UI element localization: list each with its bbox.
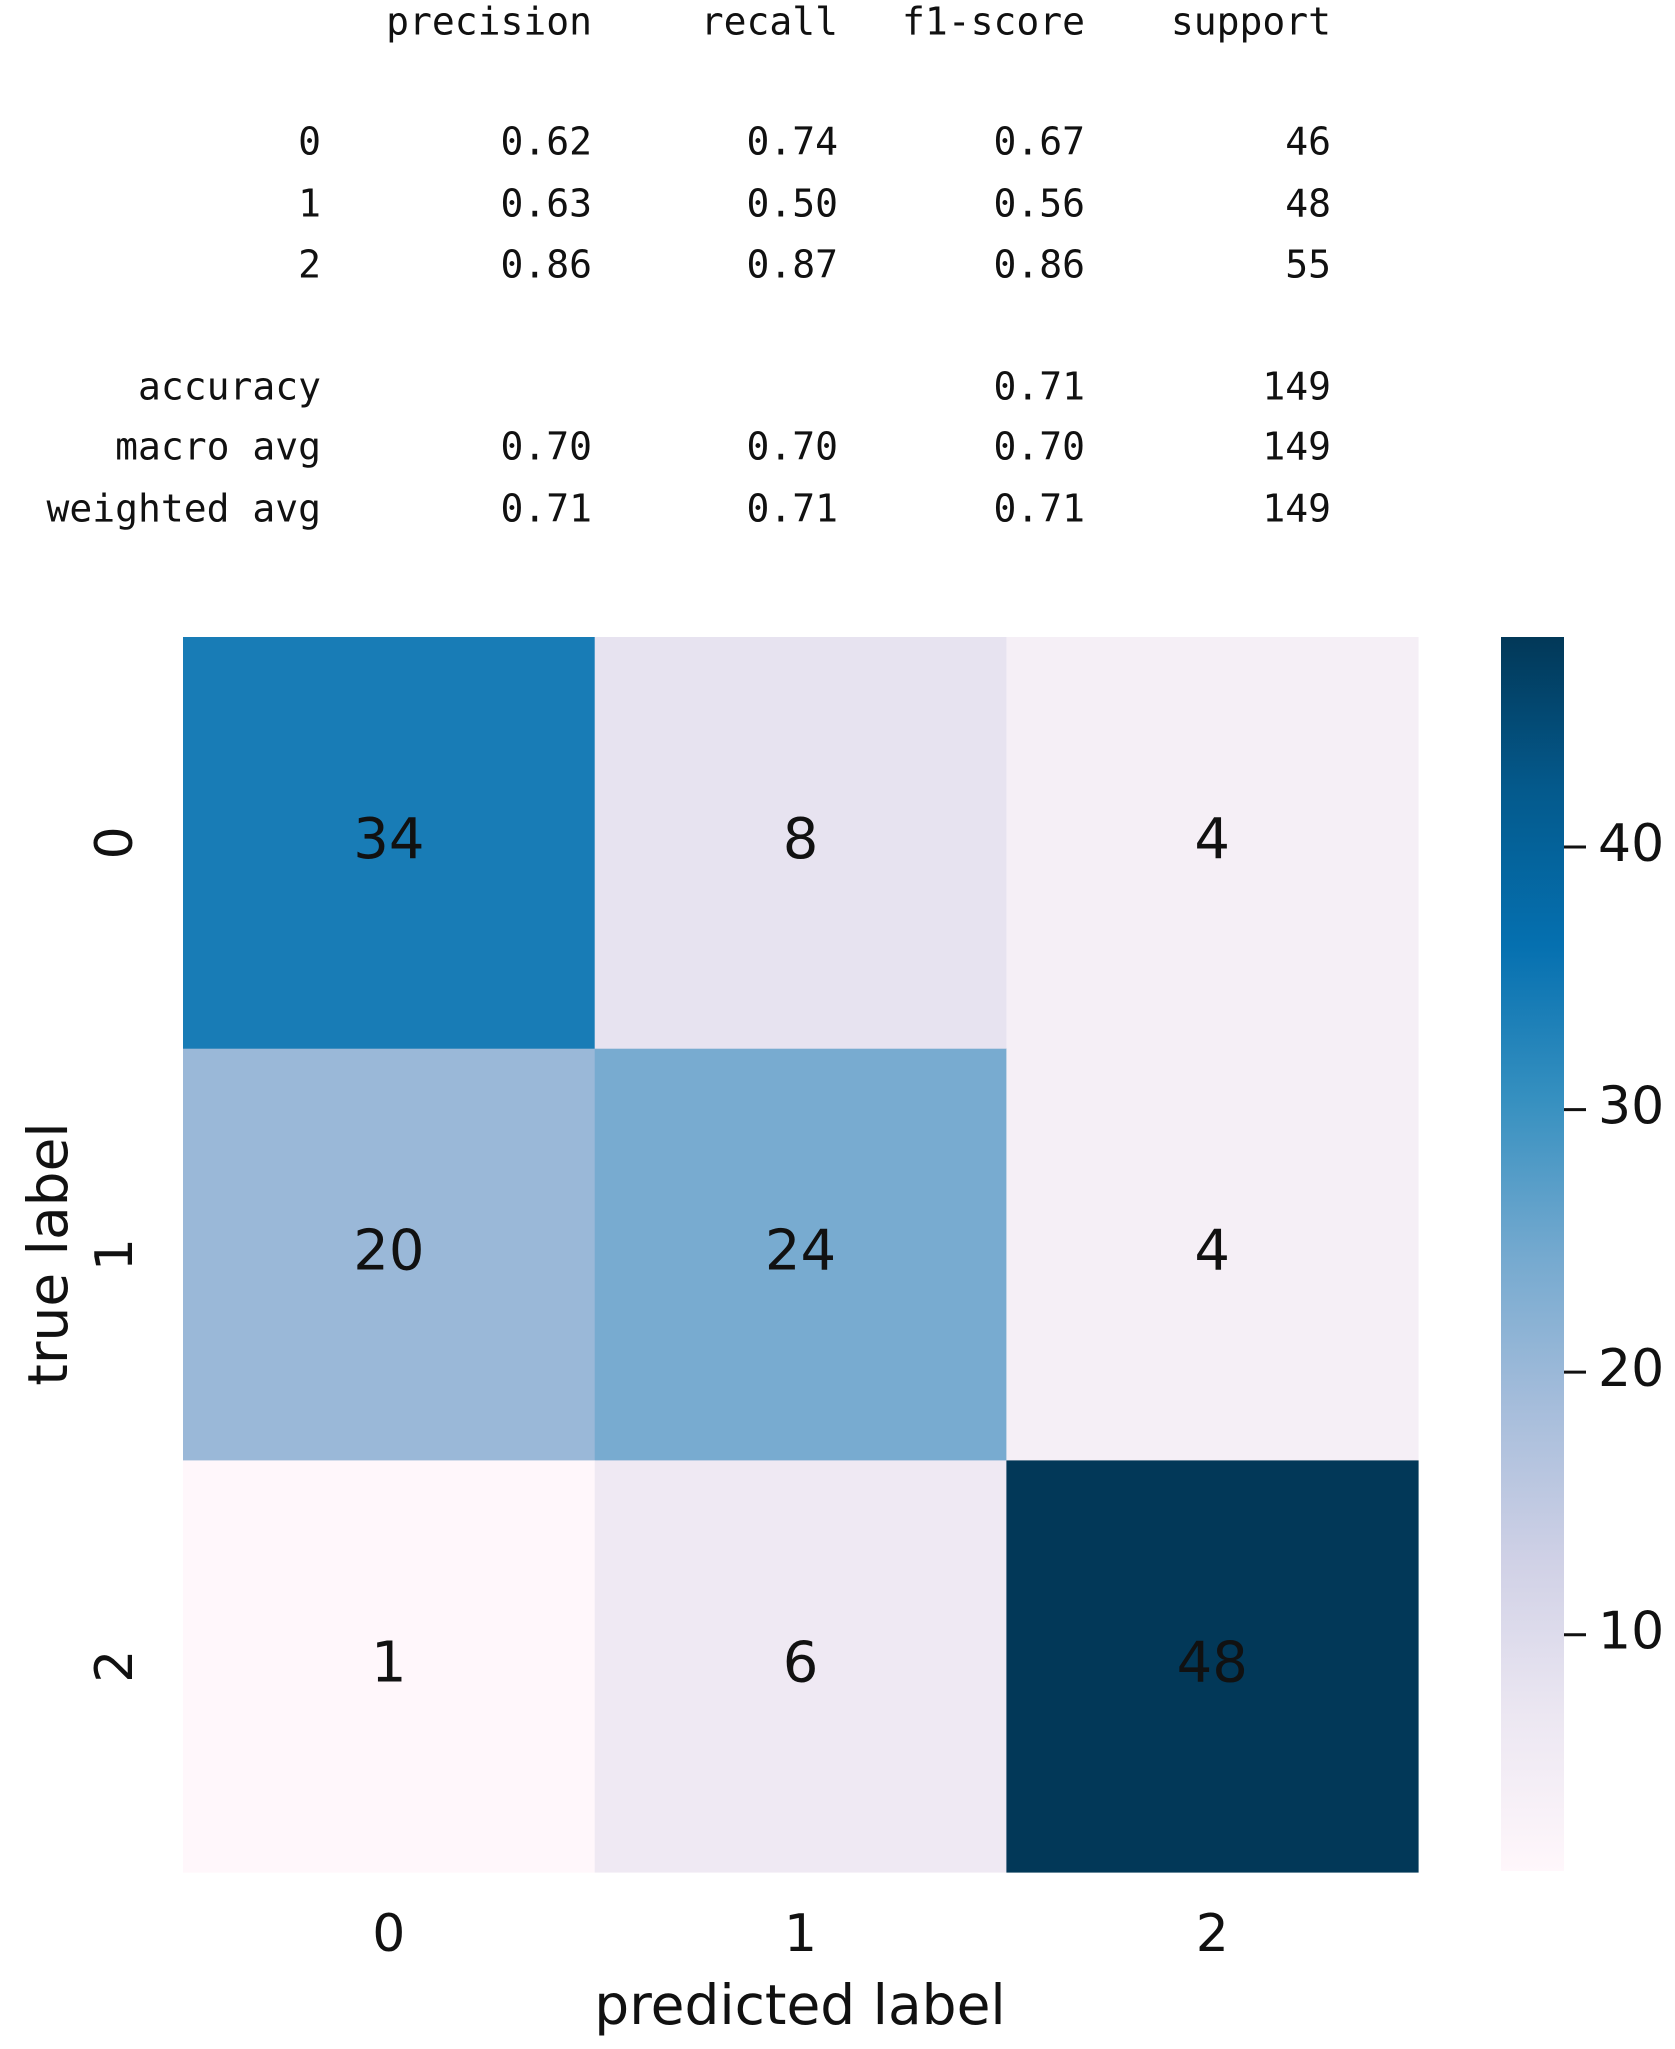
cell-label: 4	[1194, 807, 1230, 872]
report-row-label: 0	[298, 120, 321, 164]
heatmap-cell	[594, 1460, 1007, 1873]
colorbar	[1501, 637, 1564, 1871]
report-cell: 0.86	[993, 243, 1085, 287]
heatmap-cell	[1006, 637, 1419, 1050]
report-header: recall	[701, 0, 838, 44]
report-cell: 48	[1285, 182, 1331, 226]
report-cell: 0.70	[746, 425, 838, 469]
report-cell: 0.87	[746, 243, 838, 287]
cell-label: 34	[353, 807, 424, 872]
report-cell: 0.56	[993, 182, 1085, 226]
report-header: f1-score	[902, 0, 1085, 44]
report-cell: 46	[1285, 120, 1331, 164]
report-row-label: 1	[298, 182, 321, 226]
report-header: support	[1171, 0, 1331, 44]
colorbar-tick-label: 30	[1598, 1077, 1664, 1137]
report-cell: 0.71	[500, 487, 592, 531]
colorbar-tick-label: 20	[1598, 1339, 1664, 1399]
x-tick-label: 2	[1196, 1904, 1229, 1964]
cell-label: 48	[1177, 1630, 1248, 1695]
report-cell: 0.70	[993, 425, 1085, 469]
cell-label: 8	[783, 807, 819, 872]
y-tick-label: 2	[85, 1650, 145, 1683]
report-cell: 0.67	[993, 120, 1085, 164]
report-cell: 0.71	[746, 487, 838, 531]
heatmap-cell	[1006, 1048, 1419, 1461]
cell-label: 6	[783, 1630, 819, 1695]
report-cell: 149	[1262, 425, 1331, 469]
report-row-label: weighted avg	[46, 487, 321, 531]
report-cell: 0.71	[993, 365, 1085, 409]
report-cell: 149	[1262, 487, 1331, 531]
cell-label: 24	[765, 1219, 836, 1284]
heatmap-cell	[594, 637, 1007, 1050]
y-axis-label: true label	[16, 1122, 80, 1385]
report-cell: 0.70	[500, 425, 592, 469]
y-tick-label: 1	[85, 1238, 145, 1271]
report-cell: 0.74	[746, 120, 838, 164]
report-cell: 149	[1262, 365, 1331, 409]
heatmap-cell	[183, 637, 596, 1050]
report-row-label: accuracy	[138, 365, 321, 409]
report-cell: 0.71	[993, 487, 1085, 531]
heatmap-cell	[183, 1460, 596, 1873]
colorbar-tick-label: 40	[1598, 814, 1664, 874]
report-row-label: 2	[298, 243, 321, 287]
heatmap-cell	[1006, 1460, 1419, 1873]
cell-label: 1	[371, 1630, 407, 1695]
x-axis-label: predicted label	[594, 1973, 1005, 2037]
report-cell: 55	[1285, 243, 1331, 287]
report-cell: 0.62	[500, 120, 592, 164]
heatmap-cell	[594, 1048, 1007, 1461]
cell-label: 20	[353, 1219, 424, 1284]
colorbar-tick-label: 10	[1598, 1602, 1664, 1662]
report-row-label: macro avg	[115, 425, 321, 469]
x-tick-label: 0	[372, 1904, 405, 1964]
report-header: precision	[386, 0, 592, 44]
report-cell: 0.63	[500, 182, 592, 226]
report-cell: 0.86	[500, 243, 592, 287]
x-tick-label: 1	[784, 1904, 817, 1964]
report-cell: 0.50	[746, 182, 838, 226]
cell-label: 4	[1194, 1219, 1230, 1284]
y-tick-label: 0	[85, 826, 145, 859]
heatmap-cell	[183, 1048, 596, 1461]
